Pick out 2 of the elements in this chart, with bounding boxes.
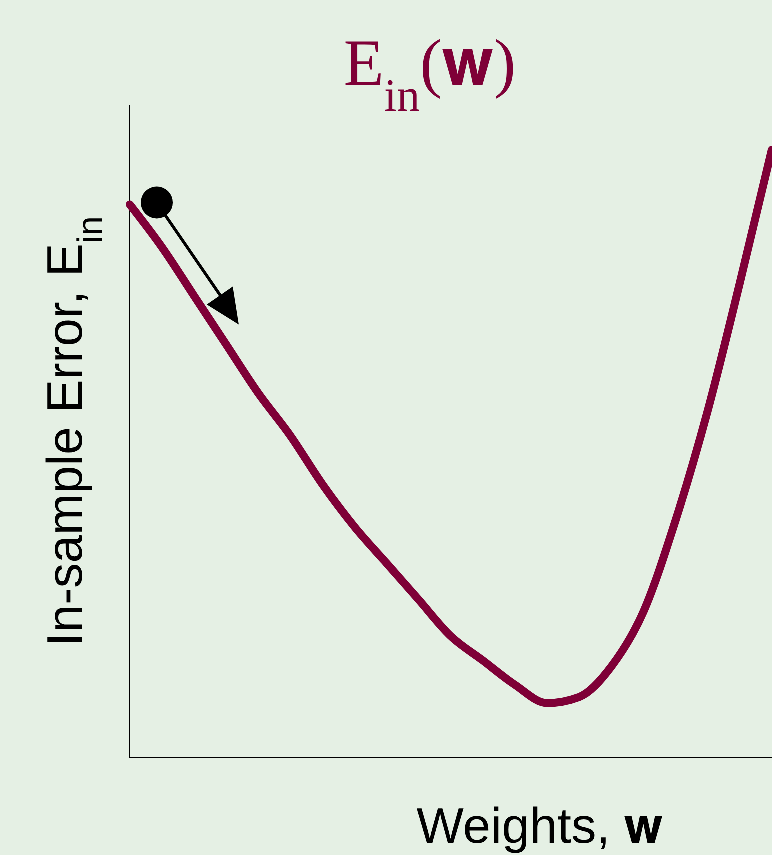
chart-title: E$_{in}$(𝐰) [344, 27, 516, 120]
x-axis-title: Weights, 𝐰 [416, 798, 664, 854]
